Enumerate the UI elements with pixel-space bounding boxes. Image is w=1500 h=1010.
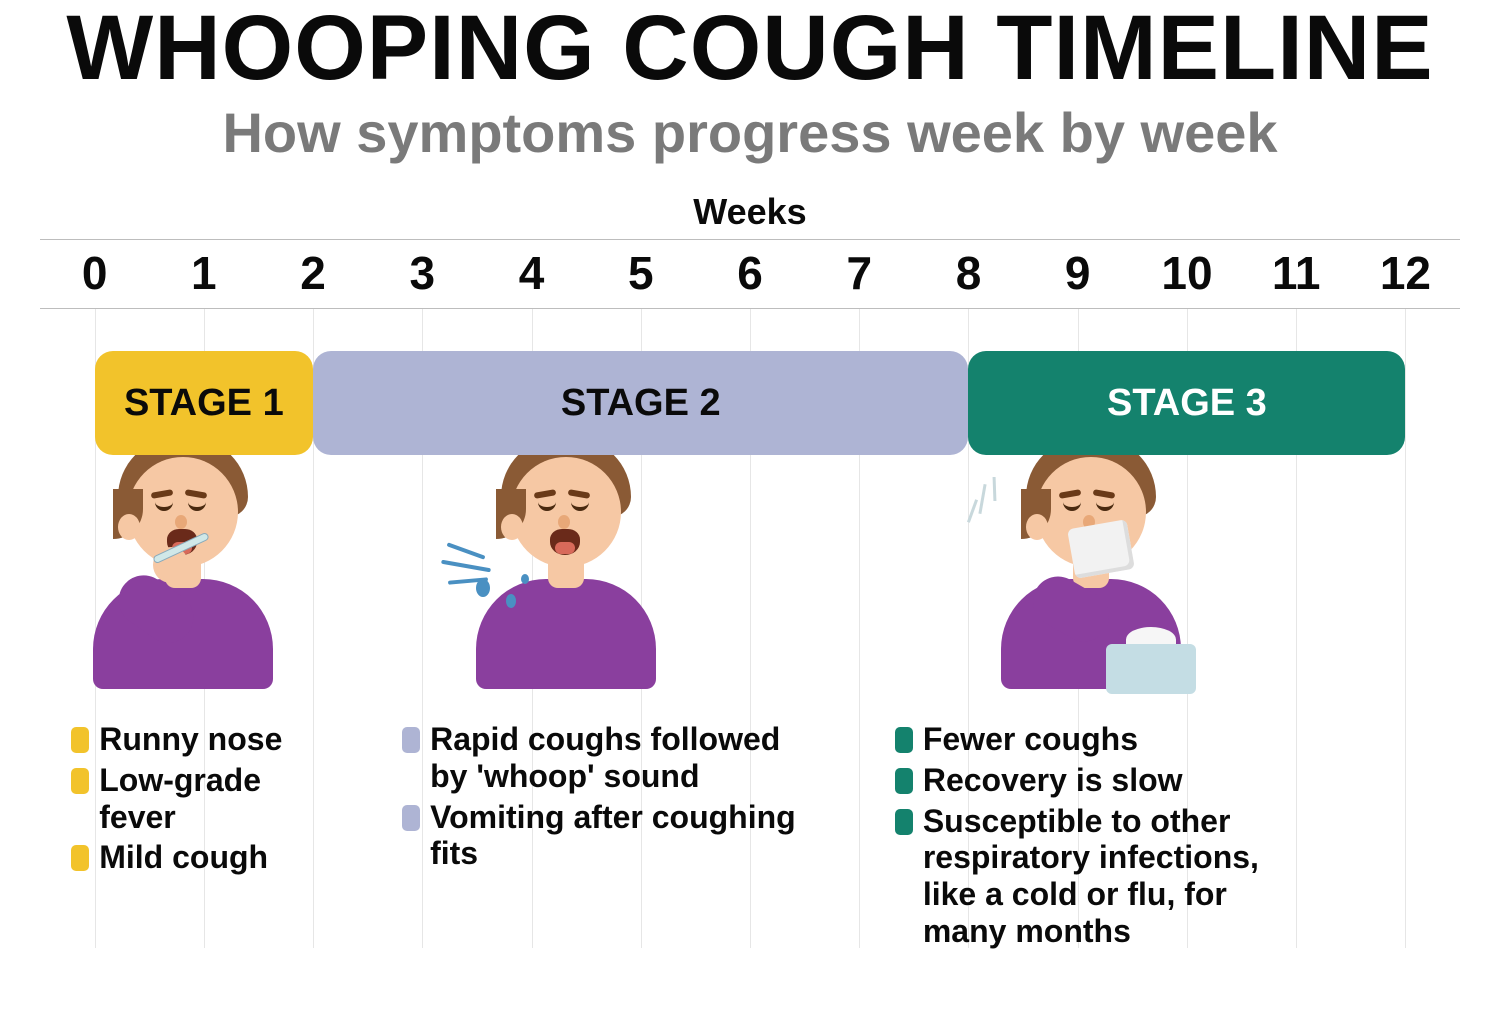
symptom-text: Rapid coughs followed by 'whoop' sound	[430, 721, 822, 795]
bullet-icon	[402, 727, 420, 753]
stage-label: STAGE 2	[561, 382, 721, 425]
week-mark: 12	[1351, 240, 1460, 308]
bullet-icon	[895, 809, 913, 835]
week-mark: 9	[1023, 240, 1132, 308]
symptom-text: Vomiting after coughing fits	[430, 799, 822, 873]
symptom-item: Rapid coughs followed by 'whoop' sound	[402, 721, 822, 795]
symptom-text: Mild cough	[99, 839, 268, 876]
bullet-icon	[895, 768, 913, 794]
symptom-item: Runny nose	[71, 721, 341, 758]
stage-bar: STAGE 3	[968, 351, 1405, 455]
bullet-icon	[71, 727, 89, 753]
bullet-icon	[895, 727, 913, 753]
symptom-list: Rapid coughs followed by 'whoop' soundVo…	[402, 721, 822, 876]
symptom-list: Runny nose Low-grade feverMild cough	[71, 721, 341, 880]
symptom-item: Low-grade fever	[71, 762, 341, 836]
week-mark: 2	[258, 240, 367, 308]
week-mark: 0	[40, 240, 149, 308]
week-marks-row: 0123456789101112	[40, 240, 1460, 308]
timeline: 0123456789101112 STAGE 1STAGE 2STAGE 3 R…	[40, 239, 1460, 948]
symptom-item: Mild cough	[71, 839, 341, 876]
stage-label: STAGE 1	[124, 382, 284, 425]
symptom-text: Recovery is slow	[923, 762, 1183, 799]
bullet-icon	[71, 845, 89, 871]
symptom-item: Recovery is slow	[895, 762, 1275, 799]
stage-label: STAGE 3	[1107, 382, 1267, 425]
week-mark: 8	[914, 240, 1023, 308]
symptom-text: Fewer coughs	[923, 721, 1138, 758]
stage-bar: STAGE 2	[313, 351, 968, 455]
child-tissue-icon	[991, 429, 1191, 689]
symptom-text: Runny nose	[99, 721, 282, 758]
symptom-item: Vomiting after coughing fits	[402, 799, 822, 873]
week-mark: 7	[805, 240, 914, 308]
stage-bar: STAGE 1	[95, 351, 313, 455]
weeks-axis-label: Weeks	[40, 191, 1460, 233]
symptom-item: Fewer coughs	[895, 721, 1275, 758]
page-title: WHOOPING COUGH TIMELINE	[40, 2, 1460, 94]
week-mark: 6	[695, 240, 804, 308]
bullet-icon	[71, 768, 89, 794]
symptom-text: Low-grade fever	[99, 762, 341, 836]
symptom-list: Fewer coughs Recovery is slow Susceptible …	[895, 721, 1275, 954]
bullet-icon	[402, 805, 420, 831]
week-mark: 10	[1132, 240, 1241, 308]
chart-area: STAGE 1 STAGE 2 STAGE 3 Runny nose Low-grad…	[40, 308, 1460, 948]
week-mark: 5	[586, 240, 695, 308]
symptom-item: Susceptible to other respiratory infecti…	[895, 803, 1275, 950]
child-thermometer-icon	[83, 429, 283, 689]
week-mark: 11	[1242, 240, 1351, 308]
week-mark: 4	[477, 240, 586, 308]
symptom-text: Susceptible to other respiratory infecti…	[923, 803, 1275, 950]
stage-bar-row: STAGE 1 STAGE 2 STAGE 3	[40, 351, 1460, 455]
child-coughing-icon	[466, 429, 666, 689]
week-mark: 3	[368, 240, 477, 308]
page-subtitle: How symptoms progress week by week	[40, 100, 1460, 165]
week-mark: 1	[149, 240, 258, 308]
